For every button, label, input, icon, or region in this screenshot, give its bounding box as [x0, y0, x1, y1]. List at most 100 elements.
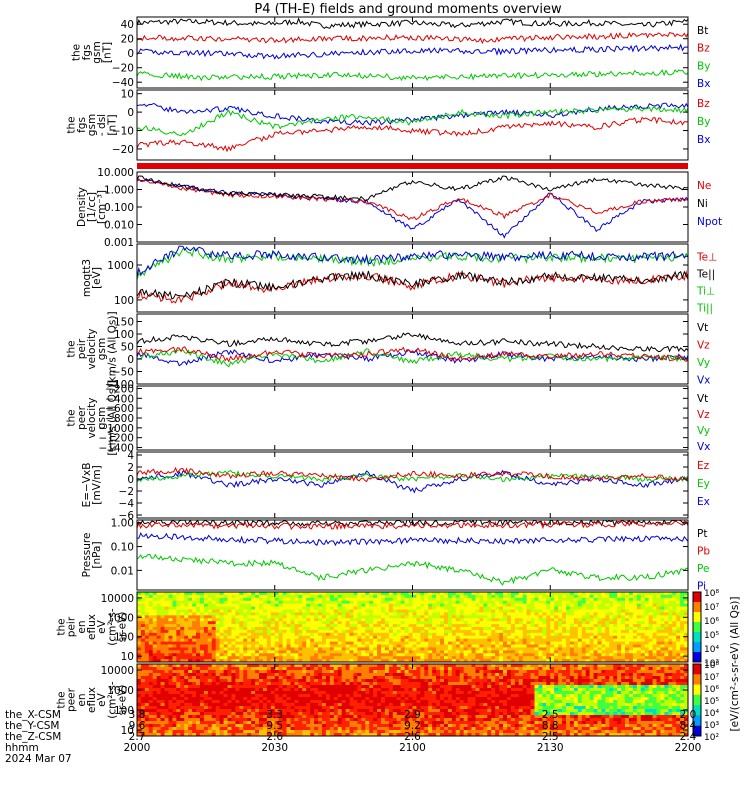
- spectrogram-cell: [542, 647, 547, 651]
- spectrogram-cell: [247, 635, 252, 640]
- spectrogram-cell: [400, 594, 406, 599]
- spectrogram-cell: [396, 615, 402, 619]
- spectrogram-cell: [266, 621, 272, 625]
- spectrogram-cell: [617, 592, 622, 596]
- spectrogram-cell: [640, 650, 646, 654]
- spectrogram-cell: [506, 627, 512, 631]
- spectrogram-cell: [644, 621, 650, 625]
- spectrogram-cell: [365, 597, 370, 602]
- spectrogram-cell: [447, 656, 453, 660]
- spectrogram-cell: [318, 664, 323, 668]
- spectrogram-cell: [329, 635, 335, 640]
- spectrogram-cell: [522, 624, 528, 628]
- spectrogram-cell: [522, 618, 528, 622]
- spectrogram-cell: [522, 629, 528, 634]
- spectrogram-cell: [428, 627, 433, 631]
- spectrogram-cell: [203, 594, 209, 599]
- spectrogram-cell: [640, 638, 646, 643]
- spectrogram-cell: [428, 603, 433, 608]
- spectrogram-cell: [294, 641, 299, 646]
- spectrogram-cell: [499, 615, 504, 619]
- spectrogram-cell: [160, 691, 166, 695]
- spectrogram-cell: [298, 673, 303, 677]
- spectrogram-cell: [585, 632, 591, 637]
- spectrogram-cell: [140, 703, 146, 707]
- spectrogram-cell: [652, 615, 658, 619]
- spectrogram-cell: [428, 632, 433, 637]
- spectrogram-cell: [160, 635, 166, 640]
- spectrogram-cell: [345, 664, 351, 668]
- spectrogram-cell: [286, 712, 292, 716]
- spectrogram-cell: [589, 597, 595, 602]
- spectrogram-cell: [447, 606, 453, 611]
- spectrogram-cell: [172, 615, 177, 619]
- spectrogram-cell: [192, 676, 197, 680]
- spectrogram-cell: [243, 685, 248, 689]
- spectrogram-cell: [318, 641, 323, 646]
- spectrogram-cell: [314, 592, 319, 596]
- spectrogram-cell: [318, 592, 323, 596]
- spectrogram-cell: [223, 670, 229, 674]
- spectrogram-cell: [459, 647, 465, 651]
- spectrogram-cell: [180, 697, 185, 701]
- legend-peer-velocity-0: Vt: [697, 393, 708, 405]
- spectrogram-cell: [235, 609, 240, 614]
- spectrogram-cell: [632, 635, 638, 640]
- spectrogram-cell: [573, 621, 579, 625]
- spectrogram-peer-en-eflux: [137, 664, 688, 736]
- spectrogram-cell: [613, 656, 618, 660]
- spectrogram-cell: [211, 733, 217, 736]
- spectrogram-cell: [223, 688, 229, 692]
- series-efield-1: [137, 470, 688, 483]
- spectrogram-cell: [365, 627, 370, 631]
- spectrogram-cell: [140, 594, 146, 599]
- spectrogram-cell: [215, 724, 221, 728]
- spectrogram-cell: [180, 597, 185, 602]
- spectrogram-cell: [617, 632, 622, 637]
- spectrogram-cell: [298, 712, 303, 716]
- spectrogram-cell: [381, 618, 386, 622]
- spectrogram-cell: [306, 703, 311, 707]
- spectrogram-cell: [609, 609, 614, 614]
- spectrogram-cell: [534, 594, 540, 599]
- spectrogram-cell: [286, 685, 292, 689]
- spectrogram-cell: [227, 691, 233, 695]
- spectrogram-cell: [648, 597, 654, 602]
- spectrogram-cell: [597, 659, 603, 662]
- spectrogram-cell: [282, 712, 288, 716]
- spectrogram-cell: [251, 721, 256, 725]
- spectrogram-cell: [329, 697, 335, 701]
- spectrogram-cell: [526, 629, 532, 634]
- spectrogram-cell: [203, 641, 209, 646]
- spectrogram-cell: [168, 609, 174, 614]
- spectrogram-cell: [152, 597, 158, 602]
- spectrogram-cell: [192, 712, 197, 716]
- spectrogram-cell: [581, 592, 587, 596]
- spectrogram-cell: [152, 659, 158, 662]
- spectrogram-cell: [144, 667, 150, 671]
- spectrogram-cell: [223, 706, 229, 710]
- spectrogram-cell: [203, 706, 209, 710]
- spectrogram-cell: [447, 635, 453, 640]
- spectrogram-cell: [196, 650, 201, 654]
- spectrogram-cell: [593, 594, 599, 599]
- spectrogram-cell: [235, 612, 240, 616]
- spectrogram-cell: [227, 700, 233, 704]
- spectrogram-cell: [274, 697, 280, 701]
- spectrogram-cell: [211, 606, 217, 611]
- spectrogram-cell: [503, 592, 508, 596]
- spectrogram-cell: [420, 644, 425, 649]
- spectrogram-cell: [349, 603, 355, 608]
- spectrogram-cell: [554, 650, 559, 654]
- spectrogram-cell: [188, 697, 193, 701]
- spectrogram-cell: [518, 647, 524, 651]
- spectrogram-cell: [290, 624, 296, 628]
- spectrogram-cell: [321, 624, 327, 628]
- spectrogram-cell: [219, 703, 225, 707]
- spectrogram-cell: [337, 730, 343, 734]
- spectrogram-cell: [428, 606, 433, 611]
- spectrogram-cell: [349, 615, 355, 619]
- spectrogram-cell: [440, 618, 445, 622]
- spectrogram-cell: [325, 727, 331, 731]
- spectrogram-cell: [192, 644, 197, 649]
